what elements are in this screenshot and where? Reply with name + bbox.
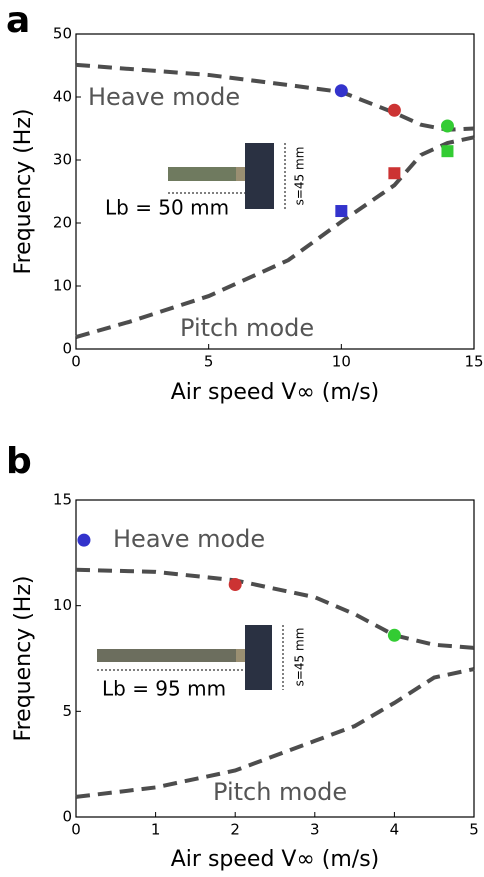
inset-a: [168, 143, 286, 209]
circle-marker: [440, 119, 454, 133]
y-tick-label: 50: [53, 25, 72, 43]
square-marker: [335, 205, 348, 218]
panel-label: a: [6, 0, 30, 41]
annotation: Pitch mode: [213, 778, 347, 806]
dashed-curve: [75, 135, 475, 339]
annotation: Heave mode: [113, 525, 265, 553]
circle-marker: [387, 103, 401, 117]
y-tick-label: 30: [53, 151, 72, 169]
x-tick-label: 0: [71, 821, 81, 839]
x-tick-label: 3: [310, 821, 320, 839]
y-tick-label: 15: [53, 491, 72, 509]
y-axis-label: Frequency (Hz): [11, 109, 36, 275]
annotation: Lb = 95 mm: [102, 677, 226, 701]
annotation: Pitch mode: [180, 314, 314, 342]
x-tick-label: 10: [332, 353, 351, 371]
annotation: s=45 mm: [293, 147, 307, 206]
beam-photo: [97, 649, 247, 662]
circle-marker: [77, 533, 91, 547]
annotation: s=45 mm: [293, 628, 307, 687]
x-tick-label: 1: [151, 821, 161, 839]
circle-marker: [228, 578, 242, 592]
y-tick-label: 20: [53, 214, 72, 232]
square-marker: [388, 167, 401, 180]
x-tick-label: 2: [230, 821, 240, 839]
dashed-curve: [75, 667, 475, 799]
beam-photo: [168, 167, 248, 181]
y-tick-label: 40: [53, 88, 72, 106]
y-axis-label: Frequency (Hz): [11, 576, 36, 742]
panel-label: b: [6, 441, 32, 482]
x-axis-label: Air speed V∞ (m/s): [171, 380, 380, 405]
annotation: Heave mode: [88, 83, 240, 111]
inset-b: [97, 625, 284, 690]
x-tick-label: 15: [464, 353, 483, 371]
y-tick-label: 0: [62, 340, 72, 358]
y-tick-label: 10: [53, 596, 72, 614]
plate-photo: [245, 143, 274, 209]
x-tick-label: 0: [71, 353, 81, 371]
dashed-curve: [75, 567, 475, 650]
x-tick-label: 4: [390, 821, 400, 839]
y-tick-label: 0: [62, 808, 72, 826]
square-marker: [441, 145, 454, 158]
plot-frame: [75, 33, 475, 350]
x-tick-label: 5: [469, 821, 479, 839]
annotation: Lb = 50 mm: [105, 196, 229, 220]
circle-marker: [334, 84, 348, 98]
plot-frame: [75, 499, 475, 818]
plate-photo: [245, 625, 272, 690]
y-tick-label: 5: [62, 702, 72, 720]
x-tick-label: 5: [204, 353, 214, 371]
circle-marker: [387, 628, 401, 642]
y-tick-label: 10: [53, 277, 72, 295]
x-axis-label: Air speed V∞ (m/s): [171, 847, 380, 872]
